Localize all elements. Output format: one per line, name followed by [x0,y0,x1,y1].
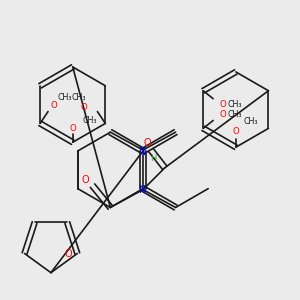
Text: O: O [81,103,88,112]
Text: CH₃: CH₃ [227,100,242,109]
Text: N: N [139,184,147,195]
Text: O: O [219,110,226,119]
Text: O: O [69,124,76,133]
Text: O: O [143,138,151,148]
Text: CH₃: CH₃ [82,116,97,125]
Text: O: O [64,248,72,259]
Text: CH₃: CH₃ [227,110,242,119]
Text: O: O [219,100,226,109]
Text: CH₃: CH₃ [71,93,85,102]
Text: O: O [82,175,89,185]
Text: O: O [232,127,239,136]
Text: N: N [139,147,147,157]
Text: H: H [150,154,156,164]
Text: CH₃: CH₃ [244,117,258,126]
Text: O: O [50,101,57,110]
Text: CH₃: CH₃ [58,93,73,102]
